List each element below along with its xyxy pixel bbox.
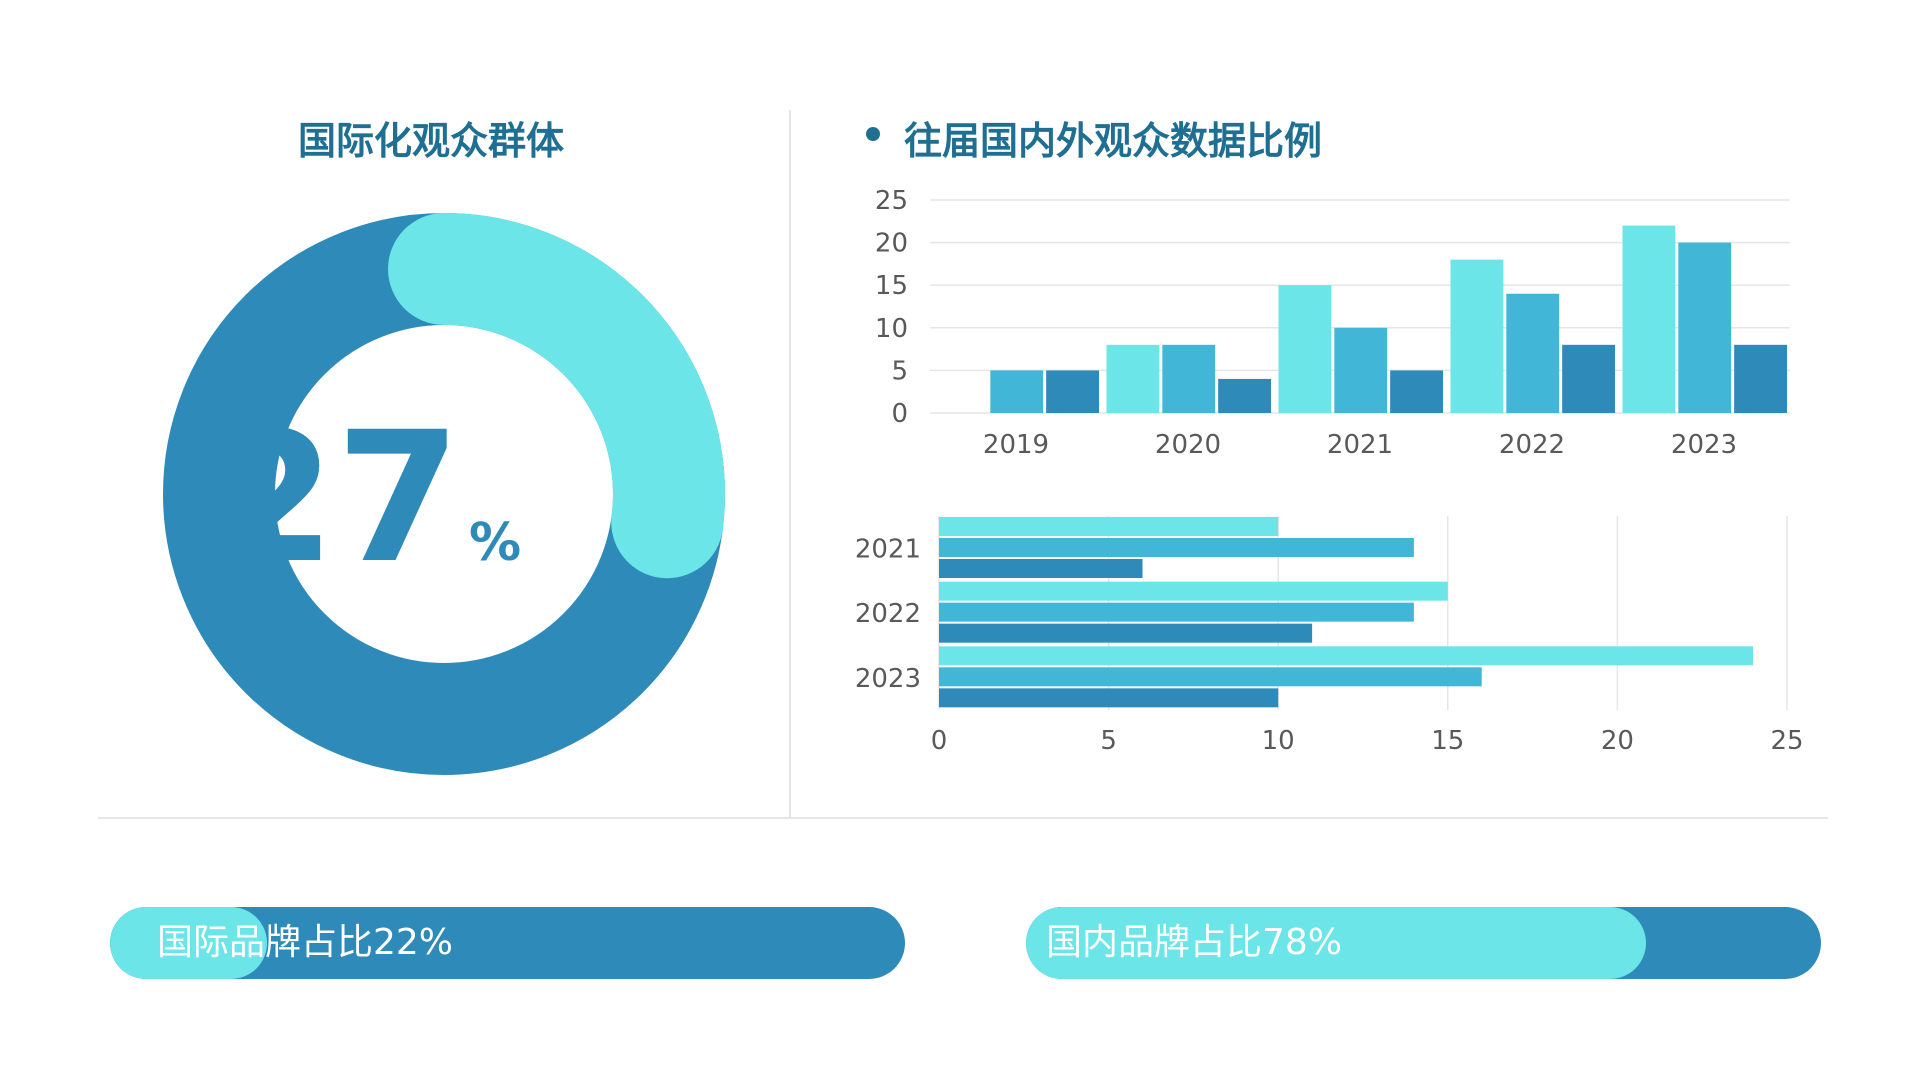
hbar-x-tick-label: 10 bbox=[1262, 726, 1295, 756]
hbar-bar bbox=[939, 538, 1414, 557]
vbar-y-tick-label: 5 bbox=[891, 356, 908, 386]
domestic-brand-share-bar: 国内品牌占比78% bbox=[1026, 907, 1821, 979]
hbar-bar bbox=[939, 623, 1313, 643]
vbar-bar bbox=[1278, 285, 1332, 413]
vbar-bar bbox=[1678, 242, 1732, 413]
hbar-bar bbox=[939, 559, 1143, 578]
donut-value-arc bbox=[388, 213, 725, 579]
hbar-bar bbox=[939, 667, 1482, 687]
vbar-bar bbox=[1046, 370, 1099, 413]
vbar-bar bbox=[1622, 225, 1676, 413]
hbar-x-tick-label: 15 bbox=[1431, 726, 1464, 756]
vertical-divider bbox=[789, 110, 791, 818]
hbar-x-tick-label: 5 bbox=[1100, 726, 1117, 756]
vbar-x-category-label: 2022 bbox=[1499, 430, 1565, 460]
hbar-x-tick-label: 25 bbox=[1770, 726, 1803, 756]
vbar-x-category-label: 2023 bbox=[1671, 430, 1737, 460]
domestic-brand-share-fill bbox=[1026, 907, 1647, 979]
vbar-bar bbox=[1734, 344, 1787, 413]
vbar-bar bbox=[1162, 344, 1216, 413]
vbar-bar bbox=[1562, 344, 1615, 413]
vbar-bar bbox=[1506, 293, 1560, 413]
vbar-y-tick-label: 25 bbox=[875, 186, 908, 216]
audience-ratio-title: 往届国内外观众数据比例 bbox=[904, 119, 1323, 163]
hbar-y-category-label: 2022 bbox=[855, 599, 921, 629]
hbar-x-tick-label: 20 bbox=[1601, 726, 1634, 756]
donut-chart: 27 % bbox=[163, 213, 725, 775]
vbar-y-tick-label: 10 bbox=[875, 314, 908, 344]
vbar-y-tick-label: 15 bbox=[875, 271, 908, 301]
international-brand-share-fill bbox=[110, 907, 268, 979]
vbar-x-category-label: 2021 bbox=[1327, 430, 1393, 460]
vbar-x-category-label: 2019 bbox=[983, 430, 1049, 460]
hbar-y-category-label: 2023 bbox=[855, 664, 921, 694]
hbar-x-tick-label: 0 bbox=[931, 726, 948, 756]
hbar-bar bbox=[939, 602, 1414, 622]
hbar-bar bbox=[939, 581, 1448, 601]
vertical-bar-chart: 0 5 10 15 20 25 2019 2020 2021 2022 2023 bbox=[875, 186, 1790, 460]
vbar-x-category-label: 2020 bbox=[1155, 430, 1221, 460]
vbar-y-tick-label: 0 bbox=[891, 399, 908, 429]
vbar-bar bbox=[1450, 259, 1504, 413]
vbar-bar bbox=[1106, 344, 1160, 413]
domestic-brand-share-label: 国内品牌占比78% bbox=[1046, 922, 1343, 963]
donut-percent-sign: % bbox=[469, 513, 521, 573]
hbar-y-category-label: 2021 bbox=[855, 535, 921, 565]
vbar-bar bbox=[1390, 370, 1443, 413]
vbar-bar bbox=[1334, 327, 1388, 413]
horizontal-divider bbox=[98, 817, 1828, 819]
international-brand-share-bar: 国际品牌占比22% bbox=[110, 907, 905, 979]
international-audience-title: 国际化观众群体 bbox=[298, 119, 565, 163]
international-brand-share-label: 国际品牌占比22% bbox=[157, 922, 454, 963]
donut-percentage-number: 27 bbox=[211, 394, 462, 603]
vbar-y-tick-label: 20 bbox=[875, 229, 908, 259]
hbar-bar bbox=[939, 688, 1279, 708]
vbar-bar bbox=[1218, 378, 1271, 413]
hbar-bar bbox=[939, 646, 1754, 666]
hbar-bar bbox=[939, 517, 1279, 536]
vbar-bar bbox=[990, 370, 1044, 413]
title-bullet-dot bbox=[866, 127, 880, 141]
horizontal-bar-chart: 2021 2022 2023 0 5 10 15 20 25 bbox=[855, 516, 1804, 756]
